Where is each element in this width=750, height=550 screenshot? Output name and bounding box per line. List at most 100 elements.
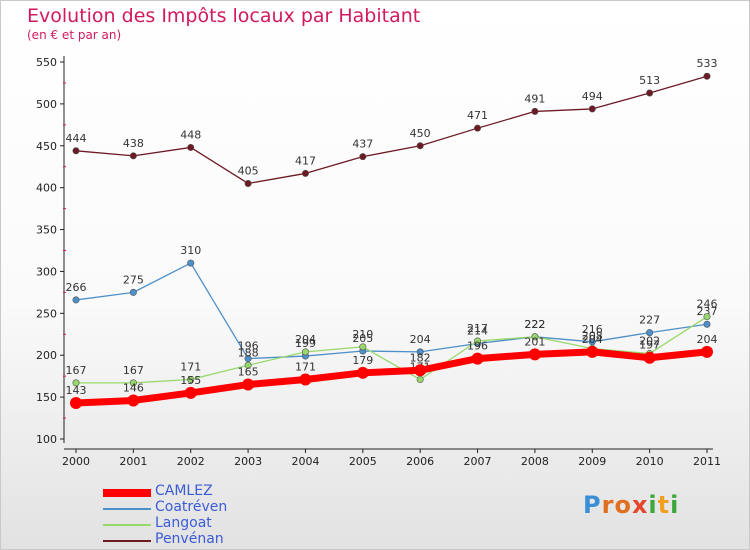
data-label-coatr-ven-2003: 196 bbox=[238, 340, 259, 353]
data-label-langoat-2001: 167 bbox=[123, 364, 144, 377]
x-tick-label-2003: 2003 bbox=[234, 455, 262, 468]
y-tick-label-500: 500 bbox=[36, 98, 57, 111]
data-label-langoat-2003: 188 bbox=[238, 346, 259, 359]
y-tick-label-100: 100 bbox=[36, 433, 57, 446]
data-label-camlez-2000: 143 bbox=[66, 384, 87, 397]
data-label-penv-nan-2007: 471 bbox=[467, 109, 488, 122]
brand-letter: o bbox=[614, 491, 632, 519]
data-point-coatr-ven-2000 bbox=[72, 296, 80, 304]
y-tick-label-450: 450 bbox=[36, 140, 57, 153]
data-point-penv-nan-2007 bbox=[474, 124, 482, 132]
data-point-penv-nan-2008 bbox=[531, 107, 539, 115]
data-point-coatr-ven-2001 bbox=[129, 288, 137, 296]
data-label-camlez-2008: 201 bbox=[524, 335, 545, 348]
data-label-langoat-2000: 167 bbox=[66, 364, 87, 377]
data-point-camlez-2002 bbox=[184, 386, 197, 399]
brand-letter: P bbox=[583, 491, 602, 519]
data-label-penv-nan-2010: 513 bbox=[639, 74, 660, 87]
x-tick-label-2005: 2005 bbox=[349, 455, 377, 468]
y-tick-label-400: 400 bbox=[36, 182, 57, 195]
data-point-penv-nan-2005 bbox=[359, 153, 367, 161]
brand-letter: t bbox=[657, 491, 671, 519]
data-point-penv-nan-2004 bbox=[301, 169, 309, 177]
data-point-coatr-ven-2003 bbox=[244, 355, 252, 363]
data-label-langoat-2008: 222 bbox=[524, 318, 545, 331]
data-label-camlez-2011: 204 bbox=[697, 333, 718, 346]
x-tick-label-2010: 2010 bbox=[636, 455, 664, 468]
x-tick-label-2009: 2009 bbox=[578, 455, 606, 468]
data-label-coatr-ven-2002: 310 bbox=[180, 244, 201, 257]
data-label-camlez-2004: 171 bbox=[295, 361, 316, 374]
data-point-langoat-2000 bbox=[72, 379, 80, 387]
data-label-coatr-ven-2004: 199 bbox=[295, 337, 316, 350]
data-label-langoat-2004: 204 bbox=[295, 333, 316, 346]
series-line-coatr-ven bbox=[75, 262, 708, 360]
data-label-langoat-2011: 246 bbox=[697, 298, 718, 311]
data-label-penv-nan-2006: 450 bbox=[410, 127, 431, 140]
data-point-penv-nan-2006 bbox=[416, 142, 424, 150]
data-label-coatr-ven-2011: 237 bbox=[697, 305, 718, 318]
legend-swatch-camlez bbox=[103, 489, 151, 497]
brand-letter: r bbox=[601, 491, 615, 519]
data-point-camlez-2007 bbox=[471, 352, 484, 365]
data-label-langoat-2007: 217 bbox=[467, 322, 488, 335]
data-label-coatr-ven-2006: 204 bbox=[410, 333, 431, 346]
data-point-camlez-2001 bbox=[127, 394, 140, 407]
data-point-penv-nan-2000 bbox=[72, 147, 80, 155]
data-point-langoat-2007 bbox=[474, 337, 482, 345]
data-point-coatr-ven-2006 bbox=[416, 348, 424, 356]
data-label-langoat-2005: 210 bbox=[352, 328, 373, 341]
data-point-camlez-2005 bbox=[356, 366, 369, 379]
data-point-camlez-2010 bbox=[643, 351, 656, 364]
x-tick-label-2004: 2004 bbox=[291, 455, 319, 468]
data-label-coatr-ven-2005: 205 bbox=[352, 332, 373, 345]
data-label-langoat-2009: 208 bbox=[582, 330, 603, 343]
brand-letter: i bbox=[648, 491, 658, 519]
data-label-penv-nan-2011: 533 bbox=[697, 57, 718, 70]
y-tick-label-200: 200 bbox=[36, 349, 57, 362]
data-label-camlez-2009: 204 bbox=[582, 333, 603, 346]
data-label-coatr-ven-2010: 227 bbox=[639, 314, 660, 327]
data-point-langoat-2004 bbox=[301, 348, 309, 356]
data-label-coatr-ven-2007: 214 bbox=[467, 324, 488, 337]
x-tick-label-2000: 2000 bbox=[62, 455, 90, 468]
data-point-camlez-2009 bbox=[586, 345, 599, 358]
data-label-coatr-ven-2001: 275 bbox=[123, 273, 144, 286]
data-point-coatr-ven-2011 bbox=[703, 320, 711, 328]
data-point-coatr-ven-2010 bbox=[646, 329, 654, 337]
data-label-langoat-2002: 171 bbox=[180, 361, 201, 374]
data-point-penv-nan-2002 bbox=[187, 143, 195, 151]
data-label-penv-nan-2001: 438 bbox=[123, 137, 144, 150]
y-tick-label-300: 300 bbox=[36, 265, 57, 278]
brand-letter: i bbox=[670, 491, 680, 519]
data-point-langoat-2003 bbox=[244, 361, 252, 369]
data-label-camlez-2010: 197 bbox=[639, 339, 660, 352]
data-label-penv-nan-2008: 491 bbox=[524, 92, 545, 105]
y-tick-label-150: 150 bbox=[36, 391, 57, 404]
x-tick-label-2007: 2007 bbox=[464, 455, 492, 468]
data-label-coatr-ven-2000: 266 bbox=[66, 281, 87, 294]
data-label-penv-nan-2005: 437 bbox=[352, 138, 373, 151]
legend-swatch-penv-nan bbox=[103, 540, 151, 542]
x-tick-label-2001: 2001 bbox=[119, 455, 147, 468]
series-line-camlez bbox=[72, 348, 711, 407]
data-label-langoat-2010: 202 bbox=[639, 335, 660, 348]
data-point-langoat-2002 bbox=[187, 376, 195, 384]
x-tick-label-2008: 2008 bbox=[521, 455, 549, 468]
data-point-camlez-2006 bbox=[414, 364, 427, 377]
data-point-camlez-2011 bbox=[701, 345, 713, 358]
data-label-camlez-2007: 196 bbox=[467, 340, 488, 353]
data-point-penv-nan-2010 bbox=[646, 89, 654, 97]
brand-logo: Proxiti bbox=[583, 491, 679, 519]
x-tick-label-2002: 2002 bbox=[177, 455, 205, 468]
x-tick-label-2011: 2011 bbox=[693, 455, 721, 468]
data-point-langoat-2001 bbox=[129, 379, 137, 387]
data-point-penv-nan-2009 bbox=[588, 105, 596, 113]
y-tick-label-550: 550 bbox=[36, 56, 57, 69]
data-point-langoat-2005 bbox=[359, 343, 367, 351]
data-point-coatr-ven-2002 bbox=[187, 259, 195, 267]
brand-letter: x bbox=[631, 491, 649, 519]
legend-label-camlez: CAMLEZ bbox=[155, 483, 213, 499]
